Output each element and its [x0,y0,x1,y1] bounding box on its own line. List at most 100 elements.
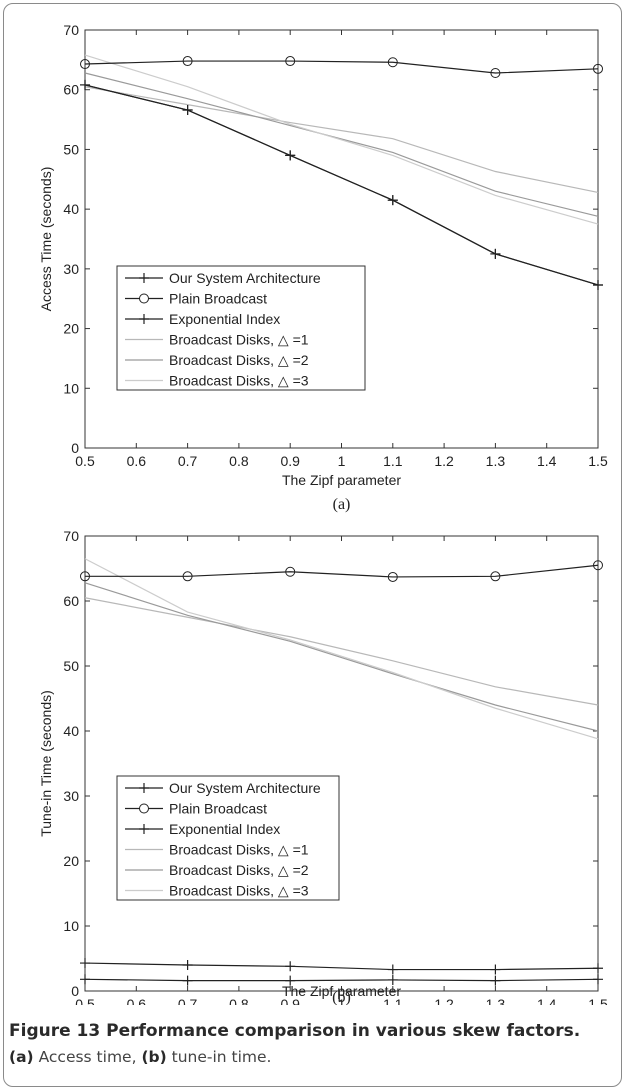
series-3-line [84,597,599,706]
series-2-point [80,79,90,90]
x-tick-label: 0.8 [229,453,249,469]
y-tick-label: 40 [63,723,79,739]
series-2-point [387,195,398,206]
y-tick-label: 10 [63,918,79,934]
x-tick-label: 1.2 [434,996,454,1005]
y-tick-label: 30 [63,788,79,804]
series-0-point [490,975,501,986]
series-1-point [593,560,603,571]
legend-marker-0 [139,783,149,793]
series-0-point [80,974,90,985]
y-tick-label: 20 [63,321,79,337]
y-tick-label: 30 [63,261,79,277]
plot-area [84,535,599,992]
y-tick-label: 70 [63,22,79,38]
y-tick-label: 60 [63,82,79,98]
legend-marker-1 [139,293,149,304]
x-tick-label: 0.7 [178,996,198,1005]
y-tick-label: 50 [63,658,79,674]
x-tick-label: 0.9 [280,996,300,1005]
series-1-point [593,63,603,74]
figure-frame [3,3,622,1087]
series-1-point [285,56,296,67]
series-2-point [285,961,296,972]
y-tick-label: 20 [63,853,79,869]
figure-caption: Figure 13 Performance comparison in vari… [9,1018,614,1070]
legend-label-2: Exponential Index [169,821,280,837]
series-2-point [182,960,193,970]
caption-part-b-label: (b) [141,1048,167,1066]
caption-part-b-text: tune-in time. [166,1048,272,1066]
x-tick-label: 0.6 [127,996,147,1005]
y-tick-label: 0 [71,983,79,999]
series-5-line [84,558,599,740]
series-1-point [182,571,193,582]
series-2-point [182,105,193,116]
x-tick-label: 1.2 [434,453,454,469]
series-1-point [80,571,90,582]
panel-label: (a) [333,496,351,513]
legend-label-5: Broadcast Disks, △ =3 [169,373,309,389]
series-0-line [84,84,599,286]
series-0-line [84,978,599,982]
series-0-point [285,975,296,986]
series-4-line [84,72,599,217]
series-3-line [84,86,599,194]
x-axis-label: The Zipf parameter [282,983,401,999]
series-1-point [490,67,501,78]
x-tick-label: 1.3 [486,996,506,1005]
series-4-line [84,582,599,732]
legend-marker-2 [139,824,149,834]
series-2-line [84,84,599,286]
x-tick-label: 1.1 [383,996,403,1005]
series-0-point [593,974,603,985]
x-tick-label: 1.5 [588,453,608,469]
series-2-point [80,958,90,969]
caption-part-a-text: Access time, [33,1048,142,1066]
legend-label-0: Our System Architecture [169,270,321,286]
y-tick-label: 10 [63,380,79,396]
y-axis-label: Access Time (seconds) [38,167,54,312]
series-1-point [182,56,193,67]
x-tick-label: 0.9 [280,453,300,469]
x-tick-label: 1.4 [537,996,557,1005]
x-tick-label: 0.5 [75,453,95,469]
series-5-line [84,54,599,225]
x-tick-label: 1.3 [486,453,506,469]
series-0-point [182,975,193,986]
tune-in-time-chart: 0.5 0.6 0.7 0.8 0.9 1 1.1 1.2 1.3 1.4 1.5 0 10 20 30 40… [38,528,608,1005]
legend-label-1: Plain Broadcast [169,801,267,817]
panel-label: (b) [332,989,351,1005]
series-2-point [387,964,398,975]
series-1-point [490,571,501,582]
series-1-point [387,571,398,582]
x-tick-label: 1.4 [537,453,557,469]
legend-label-2: Exponential Index [169,311,280,327]
y-tick-label: 70 [63,528,79,544]
series-2-point [593,963,603,974]
legend-label-1: Plain Broadcast [169,291,267,307]
legend-label-3: Broadcast Disks, △ =1 [169,842,309,858]
y-tick-label: 50 [63,141,79,157]
series-2-line [84,962,599,971]
y-tick-label: 40 [63,201,79,217]
legend-label-0: Our System Architecture [169,780,321,796]
legend-box [116,265,366,391]
x-tick-label: 0.6 [127,453,147,469]
y-tick-label: 60 [63,593,79,609]
legend-marker-1 [139,803,149,814]
legend-box [116,775,340,901]
x-tick-label: 1 [338,453,346,469]
y-axis-label: Tune-in Time (seconds) [38,690,54,837]
legend-marker-2 [139,314,149,324]
x-tick-label: 1.1 [383,453,403,469]
caption-part-a-label: (a) [9,1048,34,1066]
y-tick-label: 0 [71,440,79,456]
x-tick-label: 1.5 [588,996,608,1005]
x-tick-label: 0.5 [75,996,95,1005]
access-time-chart: 0.5 0.6 0.7 0.8 0.9 1 1.1 1.2 1.3 1.4 1.5 0 10 20 30 40… [38,22,608,513]
caption-description: (a) Access time, (b) tune-in time. [9,1044,614,1070]
x-tick-label: 0.8 [229,996,249,1005]
legend-label-5: Broadcast Disks, △ =3 [169,883,309,899]
series-2-point [490,248,501,259]
